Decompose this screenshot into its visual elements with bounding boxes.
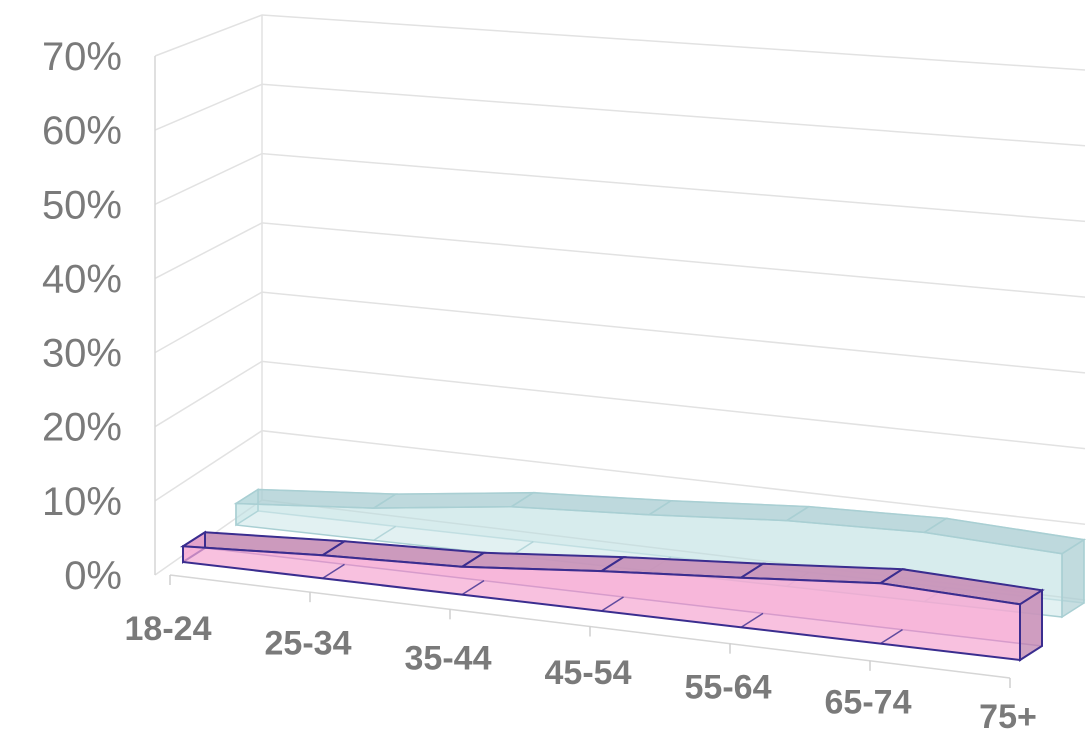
gridline <box>154 222 1086 298</box>
x-tick-label: 75+ <box>979 698 1037 736</box>
series-floor-divider <box>740 612 764 628</box>
x-tick-label: 25-34 <box>265 625 352 663</box>
series-floor-divider <box>373 525 397 541</box>
x-axis-ticks: 18-24 25-34 35-44 45-54 55-64 65-74 75+ <box>125 610 1037 736</box>
y-tick-label: 50% <box>42 183 122 227</box>
series-top-ribbon <box>371 491 536 509</box>
gridline <box>154 360 1086 450</box>
series-floor-divider <box>880 629 903 645</box>
series-front <box>179 530 1045 662</box>
gridline <box>154 83 1086 147</box>
gridline <box>154 14 1086 71</box>
gridlines <box>154 14 1086 688</box>
y-tick-label: 60% <box>42 109 122 153</box>
y-tick-label: 30% <box>42 332 122 376</box>
x-tick-label: 55-64 <box>685 669 772 707</box>
series-floor-divider <box>461 580 485 596</box>
y-tick-label: 40% <box>42 257 122 301</box>
series-side-face <box>1061 538 1085 619</box>
x-tick-label: 45-54 <box>545 654 632 692</box>
series-floor-divider <box>322 563 345 579</box>
gridline <box>154 152 1086 223</box>
y-axis-ticks: 0% 10% 20% 30% 40% 50% 60% 70% <box>42 35 122 598</box>
x-tick-label: 65-74 <box>825 683 912 721</box>
y-tick-label: 10% <box>42 480 122 524</box>
gridline <box>154 291 1086 374</box>
y-tick-label: 0% <box>64 554 122 598</box>
y-tick-label: 20% <box>42 406 122 450</box>
x-tick-label: 18-24 <box>125 610 212 648</box>
y-tick-label: 70% <box>42 35 122 79</box>
series-floor-divider <box>601 596 624 612</box>
x-tick-label: 35-44 <box>405 639 492 677</box>
